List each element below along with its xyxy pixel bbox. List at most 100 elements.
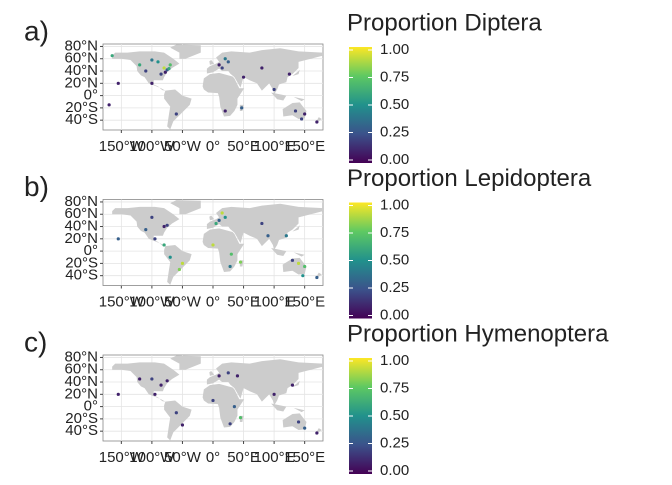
point [174,112,178,116]
y-tick-label: 40°N [64,217,98,234]
y-tick-label: 20°N [64,74,98,91]
point [290,258,295,262]
point [315,431,319,435]
point [220,66,224,70]
colorbar-label: 0.25 [380,434,409,451]
point [296,420,301,424]
point [226,60,230,64]
point [150,215,154,219]
point [284,234,288,238]
y-tick-label: 40°N [64,62,98,79]
point [180,423,185,427]
y-tick-label: 0° [84,87,98,104]
x-tick-label: 0° [206,293,220,310]
point [229,252,233,256]
point [315,120,319,124]
point [228,422,232,426]
y-tick-label: 40°S [65,111,98,128]
point [223,109,227,113]
point [303,264,307,269]
y-tick-label: 20°N [64,230,98,247]
point [159,72,163,76]
legend-title: Proportion Hymenoptera [347,320,609,347]
x-tick-label: 100°W [129,138,175,155]
point [150,81,154,85]
point [211,398,215,403]
colorbar-label: 0.50 [380,96,409,113]
x-tick-label: 100°E [254,293,295,310]
point [260,221,264,226]
point [150,58,154,62]
point [217,63,221,67]
point [168,255,172,259]
y-tick-label: 40°S [65,267,98,284]
point [156,60,160,64]
point [165,379,169,383]
point [303,426,307,430]
point [162,66,166,70]
colorbar-label: 0.75 [380,224,409,241]
point [116,81,120,85]
y-tick-label: 20°S [65,99,98,116]
y-tick-label: 0° [84,242,98,259]
point [144,228,148,232]
point [241,75,246,79]
point [159,383,163,387]
colorbar [349,202,372,319]
panel-label: c) [24,326,47,357]
y-tick-label: 0° [84,398,98,415]
point [220,211,224,215]
point [211,243,215,247]
point [223,57,227,61]
x-tick-label: 0° [206,138,220,155]
point [287,72,291,76]
y-tick-label: 60°N [64,361,98,378]
colorbar-label: 0.00 [380,462,409,479]
point [174,411,178,415]
point [217,218,221,222]
colorbar-label: 1.00 [380,352,409,369]
point [260,66,264,70]
x-tick-label: 150°W [99,293,145,310]
colorbar-label: 0.25 [380,279,409,296]
point [162,224,166,229]
point [107,103,111,107]
point [266,234,270,238]
point [163,70,167,74]
point [110,54,114,58]
point [238,416,243,420]
colorbar-label: 0.50 [380,407,409,424]
point [167,66,171,71]
point [296,261,301,265]
point [223,215,227,219]
x-tick-label: 150°E [284,138,325,155]
x-tick-label: 50°W [164,293,202,310]
x-tick-label: 50°E [227,293,260,310]
point [232,405,236,409]
x-tick-label: 150°W [99,449,145,466]
x-tick-label: 0° [206,449,220,466]
colorbar-label: 1.00 [380,41,409,58]
point [315,275,319,280]
point [144,69,148,73]
x-tick-label: 50°W [164,449,202,466]
point [217,374,221,378]
panel-label: b) [24,171,49,202]
y-tick-label: 20°S [65,254,98,271]
point [165,223,169,227]
point [116,392,120,396]
y-tick-label: 40°N [64,373,98,390]
point [228,264,232,269]
point [138,63,142,67]
x-tick-label: 50°E [227,138,260,155]
x-tick-label: 100°E [254,449,295,466]
colorbar-label: 0.50 [380,251,409,268]
colorbar [349,358,372,474]
point [272,87,276,92]
colorbar-label: 0.00 [380,306,409,323]
y-tick-label: 60°N [64,205,98,222]
point [303,112,307,116]
